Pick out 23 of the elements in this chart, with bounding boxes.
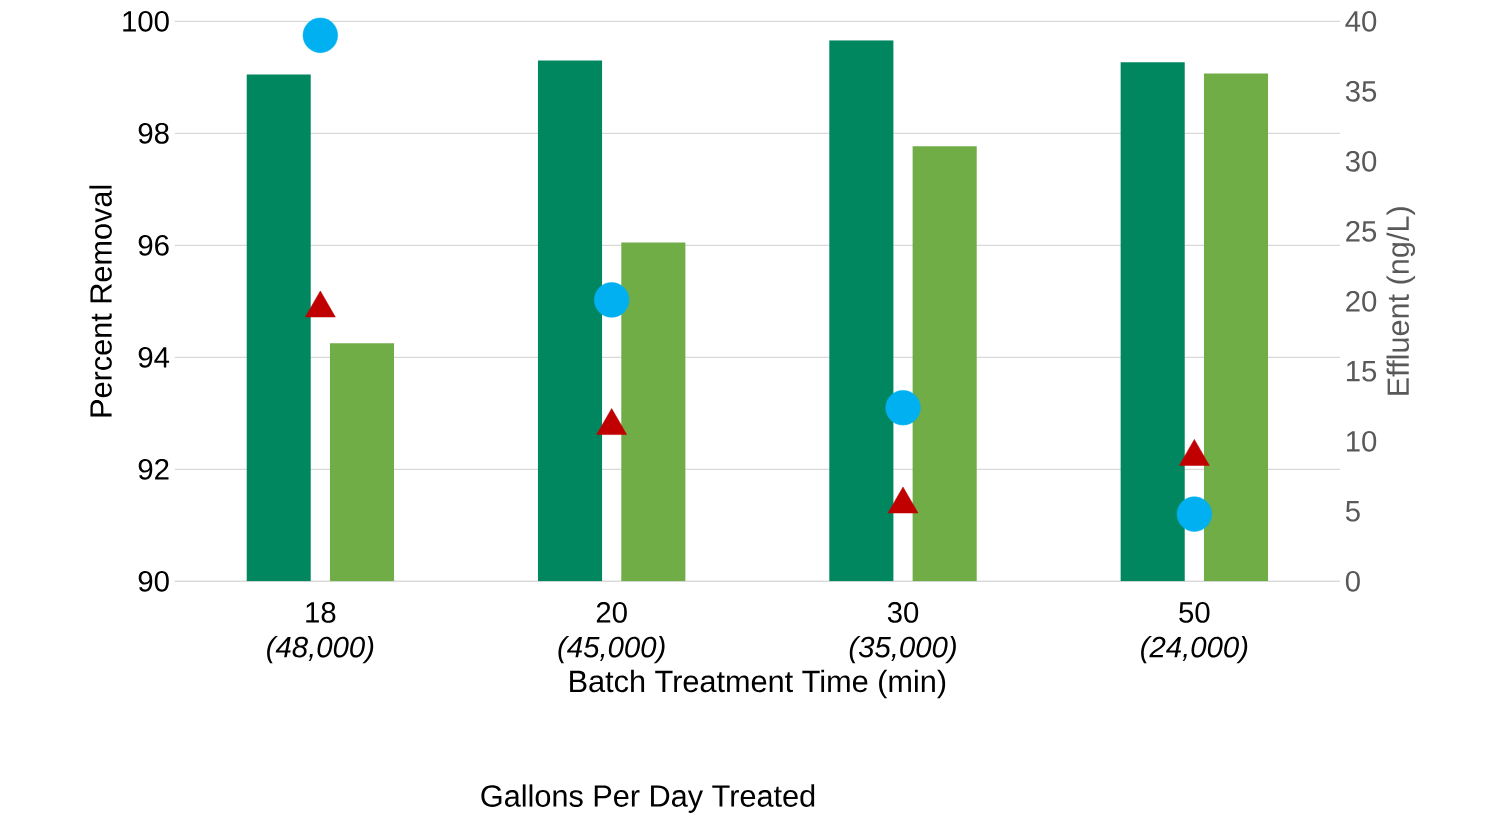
y2-axis-title: Effluent (ng/L) <box>1386 207 1416 396</box>
y2-tick-label: 5 <box>1345 501 1360 522</box>
y2-tick-label: 25 <box>1346 221 1377 242</box>
y-tick-label: 90 <box>138 571 169 592</box>
y2-tick-label: 20 <box>1346 291 1377 312</box>
y2-tick-label: 0 <box>1345 571 1360 592</box>
x-tick-label: 20 (45,000) <box>558 602 665 664</box>
x-tick-label: 50 (24,000) <box>1141 602 1248 664</box>
y2-tick-label: 35 <box>1345 81 1377 102</box>
x-tick-label: 30 (35,000) <box>849 602 956 664</box>
y2-tick-label: 15 <box>1346 361 1377 382</box>
y-tick-label: 92 <box>138 459 169 480</box>
y-tick-label: 94 <box>138 347 170 368</box>
x-tick-label: 18 (48,000) <box>267 602 374 664</box>
y-tick-label: 98 <box>138 123 169 144</box>
text: Gallons Per Day Treated <box>481 784 815 814</box>
y2-tick-label: 40 <box>1345 11 1377 32</box>
y-axis-title: Percent Removal <box>89 185 112 417</box>
y-tick-label: 96 <box>138 235 169 256</box>
y2-tick-label: 30 <box>1345 151 1377 172</box>
y-tick-label: 100 <box>123 11 169 32</box>
y2-tick-label: 10 <box>1346 431 1377 452</box>
x-axis-title: Batch Treatment Time (min) <box>570 669 946 699</box>
